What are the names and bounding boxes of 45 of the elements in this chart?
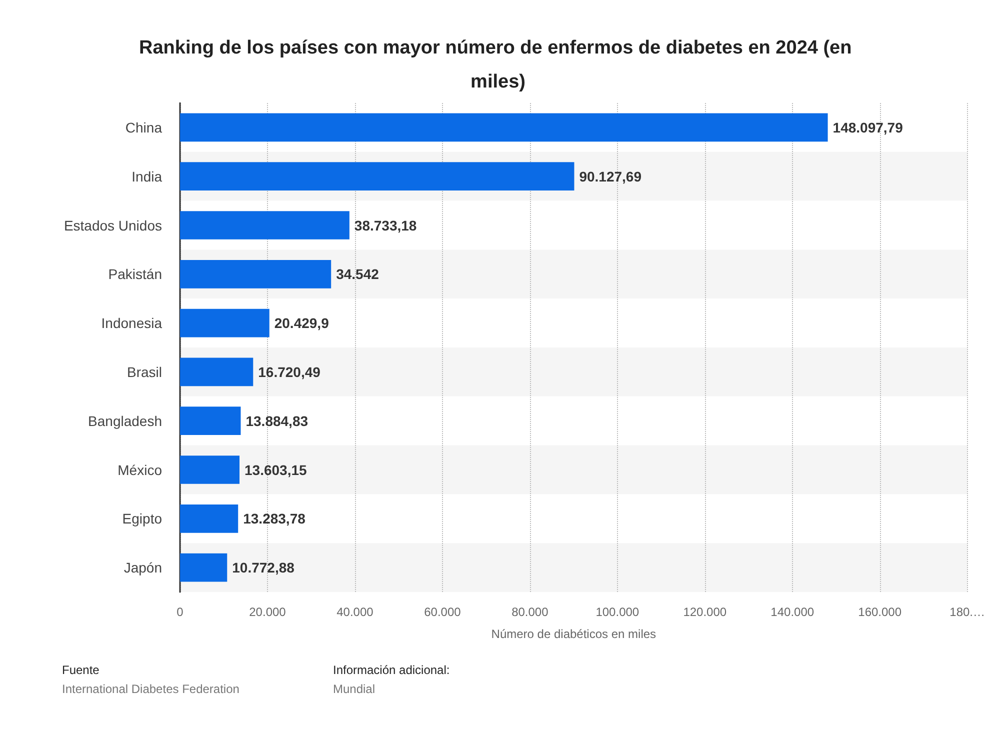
bar <box>180 553 228 582</box>
data-label: 34.542 <box>336 266 380 282</box>
text: International Diabetes Federation <box>62 682 240 696</box>
text: Información adicional: <box>333 663 450 677</box>
x-tick-label: 120.000 <box>683 605 727 619</box>
bar <box>180 260 332 288</box>
x-tick-label: 60.000 <box>424 605 462 619</box>
y-tick-label: Egipto <box>122 510 162 527</box>
x-tick-label: 180.… <box>950 605 985 619</box>
bar <box>180 211 350 240</box>
x-tick-label: 160.000 <box>858 605 902 619</box>
x-tick-label: 80.000 <box>512 605 549 619</box>
data-label: 38.733,18 <box>354 217 417 234</box>
x-tick-label: 40.000 <box>336 605 374 619</box>
y-tick-label: China <box>125 119 162 136</box>
data-label: 148.097,79 <box>832 119 904 136</box>
x-tick-label: 0 <box>176 605 184 619</box>
bar <box>180 504 238 533</box>
bar <box>180 162 574 191</box>
bar <box>180 456 240 484</box>
y-tick-label: Bangladesh <box>88 412 162 429</box>
chart-title: Ranking de los países con mayor número de enfermos de diabetes en 2024 (en miles) <box>138 38 858 92</box>
data-label: 10.772,88 <box>232 560 295 576</box>
text: Fuente <box>62 663 100 677</box>
bar <box>180 358 254 386</box>
y-tick-label: Japón <box>124 560 162 576</box>
bar <box>180 406 241 436</box>
x-axis-title: Número de diabéticos en miles <box>491 627 656 641</box>
y-tick-label: Pakistán <box>108 266 162 282</box>
data-label: 13.283,78 <box>243 510 306 527</box>
x-tick-label: 140.000 <box>770 605 814 619</box>
bar <box>180 308 270 338</box>
data-label: 20.429,9 <box>274 315 330 332</box>
y-tick-label: Indonesia <box>101 315 162 332</box>
y-tick-label: Brasil <box>126 364 162 380</box>
y-tick-label: India <box>132 168 162 184</box>
y-tick-label: México <box>118 462 162 478</box>
text: Mundial <box>333 682 376 696</box>
x-tick-label: 20.000 <box>249 605 286 619</box>
x-tick-label: 100.000 <box>596 605 640 619</box>
y-tick-label: Estados Unidos <box>64 217 162 234</box>
data-label: 13.603,15 <box>244 462 307 478</box>
data-label: 16.720,49 <box>258 364 321 380</box>
data-label: 13.884,83 <box>246 412 308 429</box>
data-label: 90.127,69 <box>579 168 642 184</box>
